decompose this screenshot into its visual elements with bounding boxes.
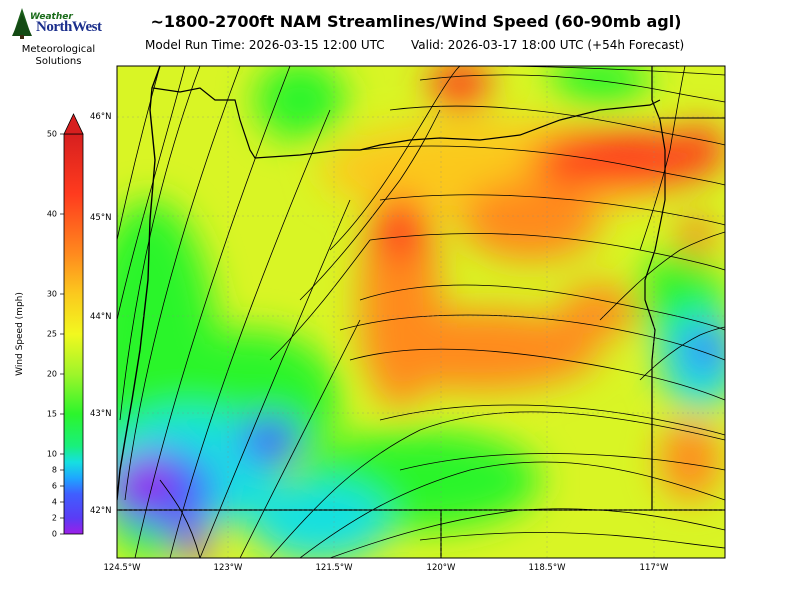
colorbar-tick-label: 15 [46,409,57,419]
logo: Weather NorthWest [10,6,105,68]
coastline [117,66,161,501]
colorbar-tick-label: 8 [51,465,57,475]
snake-river-border [644,66,666,510]
valid-time: Valid: 2026-03-17 18:00 UTC (+54h Foreca… [411,38,685,52]
gridlines [117,66,725,558]
columbia-river-border [152,87,661,159]
streamlines [117,66,725,558]
lon-label-124-5: 124.5°W [103,563,141,573]
river-line [159,479,201,558]
colorbar-tick-label: 4 [51,497,57,507]
lat-label-45: 45°N [90,213,112,223]
lat-label-46: 46°N [90,112,112,122]
colorbar-gradient [63,133,84,535]
colorbar-tick-label: 30 [46,289,57,299]
lon-label-120: 120°W [426,563,456,573]
wind-speed-field [117,66,725,558]
colorbar-tick-label: 25 [46,329,57,339]
colorbar-label: Wind Speed (mph) [15,292,25,376]
logo-word-northwest: NorthWest [36,19,102,35]
logo-subtitle: Meteorological Solutions [6,44,111,68]
lat-label-44: 44°N [90,312,112,322]
logo-word-weather: Weather [30,12,73,22]
lon-label-121-5: 121.5°W [315,563,353,573]
colorbar-tick-label: 20 [46,369,57,379]
model-run-time: Model Run Time: 2026-03-15 12:00 UTC [145,38,385,52]
colorbar-tick-label: 50 [46,129,57,139]
colorbar-tick-label: 10 [46,449,57,459]
lon-label-123: 123°W [213,563,243,573]
colorbar-tick-label: 0 [51,529,57,539]
logo-sub-line1: Meteorological [21,44,96,55]
lat-label-42: 42°N [90,506,112,516]
colorbar-extend-arrow [63,113,84,135]
lat-label-43: 43°N [90,409,112,419]
colorbar-tick-label: 2 [51,513,57,523]
map-frame [116,65,726,559]
colorbar-tick-marks [60,133,64,535]
logo-sub-line2: Solutions [35,56,82,67]
chart-title: ~1800-2700ft NAM Streamlines/Wind Speed … [150,12,682,31]
tree-logo-icon [12,8,32,39]
colorbar [63,113,84,535]
colorbar-tick-label: 6 [51,481,57,491]
lon-label-118-5: 118.5°W [528,563,566,573]
colorbar-tick-label: 40 [46,209,57,219]
lon-label-117: 117°W [639,563,669,573]
